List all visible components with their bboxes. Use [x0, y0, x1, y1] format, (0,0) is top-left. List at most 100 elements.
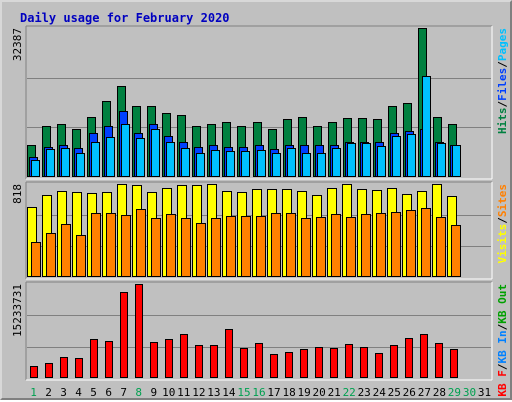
- axis-max-label: 15233731: [11, 284, 24, 337]
- bar-sites-day-12: [196, 223, 206, 277]
- x-tick-label: 5: [90, 386, 97, 399]
- bar-pages-day-17: [272, 153, 281, 177]
- legend-item: Visits: [496, 224, 509, 264]
- bar-sites-day-10: [166, 214, 176, 277]
- bar-sites-day-19: [301, 218, 311, 277]
- bar-pages-day-4: [76, 153, 85, 177]
- x-tick-label: 13: [207, 386, 220, 399]
- x-tick-label: 4: [75, 386, 82, 399]
- bar-pages-day-3: [61, 148, 70, 177]
- bar-kb-f-day-21: [330, 348, 338, 378]
- bar-kb-f-day-8: [135, 284, 143, 378]
- bar-sites-day-7: [121, 215, 131, 277]
- x-tick-label: 11: [177, 386, 190, 399]
- legend-item: /: [496, 61, 509, 68]
- x-tick-label: 27: [418, 386, 431, 399]
- bar-kb-f-day-5: [90, 339, 98, 378]
- x-tick-label: 17: [267, 386, 280, 399]
- x-tick-label: 26: [403, 386, 416, 399]
- x-tick-label: 22: [343, 386, 356, 399]
- bar-sites-day-1: [31, 242, 41, 277]
- bar-sites-day-20: [316, 217, 326, 277]
- bar-pages-day-13: [211, 150, 220, 177]
- bar-sites-day-14: [226, 216, 236, 277]
- bar-pages-day-7: [121, 124, 130, 177]
- bar-sites-day-9: [151, 218, 161, 277]
- bar-kb-f-day-10: [165, 339, 173, 378]
- bar-pages-day-15: [241, 151, 250, 177]
- bar-kb-f-day-24: [375, 353, 383, 378]
- x-tick-label: 24: [373, 386, 387, 399]
- x-tick-label: 14: [222, 386, 236, 399]
- bar-sites-day-27: [421, 208, 431, 277]
- x-tick-label: 28: [433, 386, 446, 399]
- bar-pages-day-21: [332, 148, 341, 177]
- bar-kb-f-day-19: [300, 349, 308, 378]
- bar-pages-day-16: [257, 150, 266, 177]
- bar-pages-day-22: [347, 143, 356, 177]
- bar-sites-day-18: [286, 213, 296, 277]
- bar-sites-day-21: [331, 214, 341, 277]
- bar-sites-day-26: [406, 210, 416, 277]
- bar-pages-day-12: [196, 153, 205, 177]
- bar-kb-f-day-22: [345, 344, 353, 378]
- x-tick-label: 19: [297, 386, 310, 399]
- bar-sites-day-5: [91, 213, 101, 277]
- x-tick-label: 25: [388, 386, 401, 399]
- x-tick-label: 7: [120, 386, 127, 399]
- x-tick-label: 23: [358, 386, 371, 399]
- bar-kb-f-day-11: [180, 334, 188, 378]
- legend-item: Hits: [496, 108, 509, 135]
- bar-sites-day-25: [391, 212, 401, 277]
- bar-sites-day-29: [451, 225, 461, 277]
- x-tick-label: 20: [312, 386, 325, 399]
- x-tick-label: 2: [45, 386, 52, 399]
- bar-kb-f-day-18: [285, 352, 293, 378]
- bar-sites-day-15: [241, 216, 251, 277]
- x-tick-label: 31: [478, 386, 491, 399]
- legend-item: KB Out: [496, 284, 509, 324]
- x-tick-label: 9: [150, 386, 157, 399]
- bar-kb-f-day-13: [210, 345, 218, 378]
- bar-kb-f-day-7: [120, 292, 128, 378]
- bar-kb-f-day-17: [270, 354, 278, 378]
- bar-sites-day-13: [211, 218, 221, 277]
- x-tick-label: 3: [60, 386, 67, 399]
- bar-pages-day-29: [452, 145, 461, 177]
- legend-item: /: [496, 363, 509, 370]
- bar-kb-f-day-23: [360, 347, 368, 378]
- legend-item: Files: [496, 68, 509, 101]
- bar-pages-day-24: [377, 146, 386, 177]
- x-tick-label: 8: [135, 386, 142, 399]
- x-tick-label: 12: [192, 386, 205, 399]
- bar-pages-day-11: [181, 148, 190, 177]
- bar-kb-f-day-15: [240, 348, 248, 378]
- bar-pages-day-20: [317, 153, 326, 177]
- bar-sites-day-8: [136, 209, 146, 277]
- panel-visits: 818 Visits/Sites: [11, 181, 509, 280]
- bar-kb-f-day-2: [45, 363, 53, 378]
- bar-sites-day-23: [361, 214, 371, 277]
- x-tick-label: 1: [30, 386, 37, 399]
- axis-max-label: 818: [11, 184, 24, 204]
- bar-kb-f-day-28: [435, 343, 443, 378]
- bar-pages-day-10: [166, 142, 175, 177]
- bar-pages-day-14: [226, 151, 235, 177]
- bar-sites-day-24: [376, 213, 386, 277]
- bar-pages-day-28: [437, 143, 446, 177]
- axis-max-label: 32387: [11, 28, 24, 61]
- legend-item: /: [496, 217, 509, 224]
- bar-pages-day-27: [422, 76, 431, 177]
- bar-kb-f-day-20: [315, 347, 323, 378]
- bar-kb-f-day-9: [150, 342, 158, 378]
- x-tick-label: 10: [162, 386, 175, 399]
- bar-pages-day-1: [31, 160, 40, 177]
- bar-kb-f-day-16: [255, 343, 263, 378]
- bar-kb-f-day-1: [30, 366, 38, 378]
- bar-pages-day-26: [407, 134, 416, 177]
- bar-sites-day-17: [271, 213, 281, 277]
- legend-item: Sites: [496, 184, 509, 217]
